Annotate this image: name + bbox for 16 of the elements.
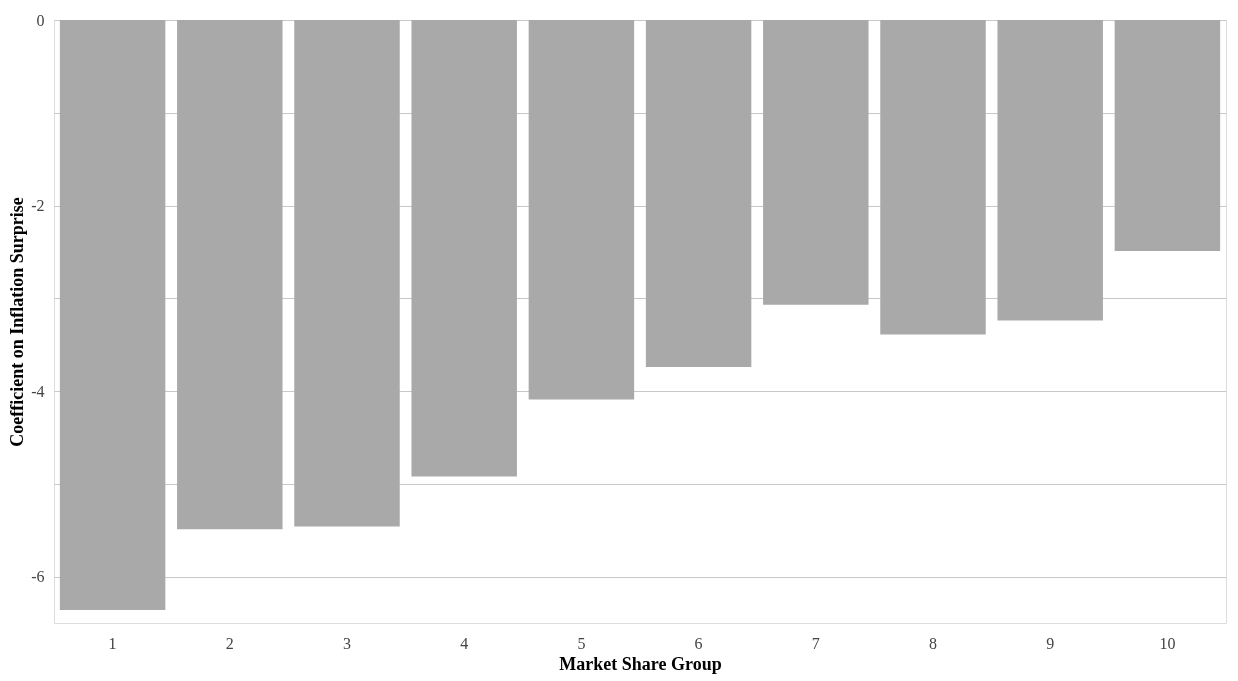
y-tick-label: -2 (31, 197, 45, 215)
x-tick-label: 7 (811, 634, 820, 652)
y-axis-title: Coefficient on Inflation Surprise (7, 197, 28, 447)
x-axis-title: Market Share Group (559, 653, 722, 674)
x-tick-label: 4 (460, 634, 469, 652)
y-tick-label: -4 (31, 382, 45, 400)
x-tick-label: 9 (1046, 634, 1055, 652)
y-tick-label: -6 (31, 568, 45, 586)
x-tick-label: 2 (225, 634, 234, 652)
x-tick-label: 10 (1159, 634, 1176, 652)
x-tick-label: 1 (108, 634, 117, 652)
x-tick-label: 6 (694, 634, 703, 652)
x-tick-label: 8 (929, 634, 937, 652)
x-tick-label: 5 (577, 634, 586, 652)
y-tick-label: 0 (36, 11, 45, 29)
x-tick-label: 3 (343, 634, 351, 652)
